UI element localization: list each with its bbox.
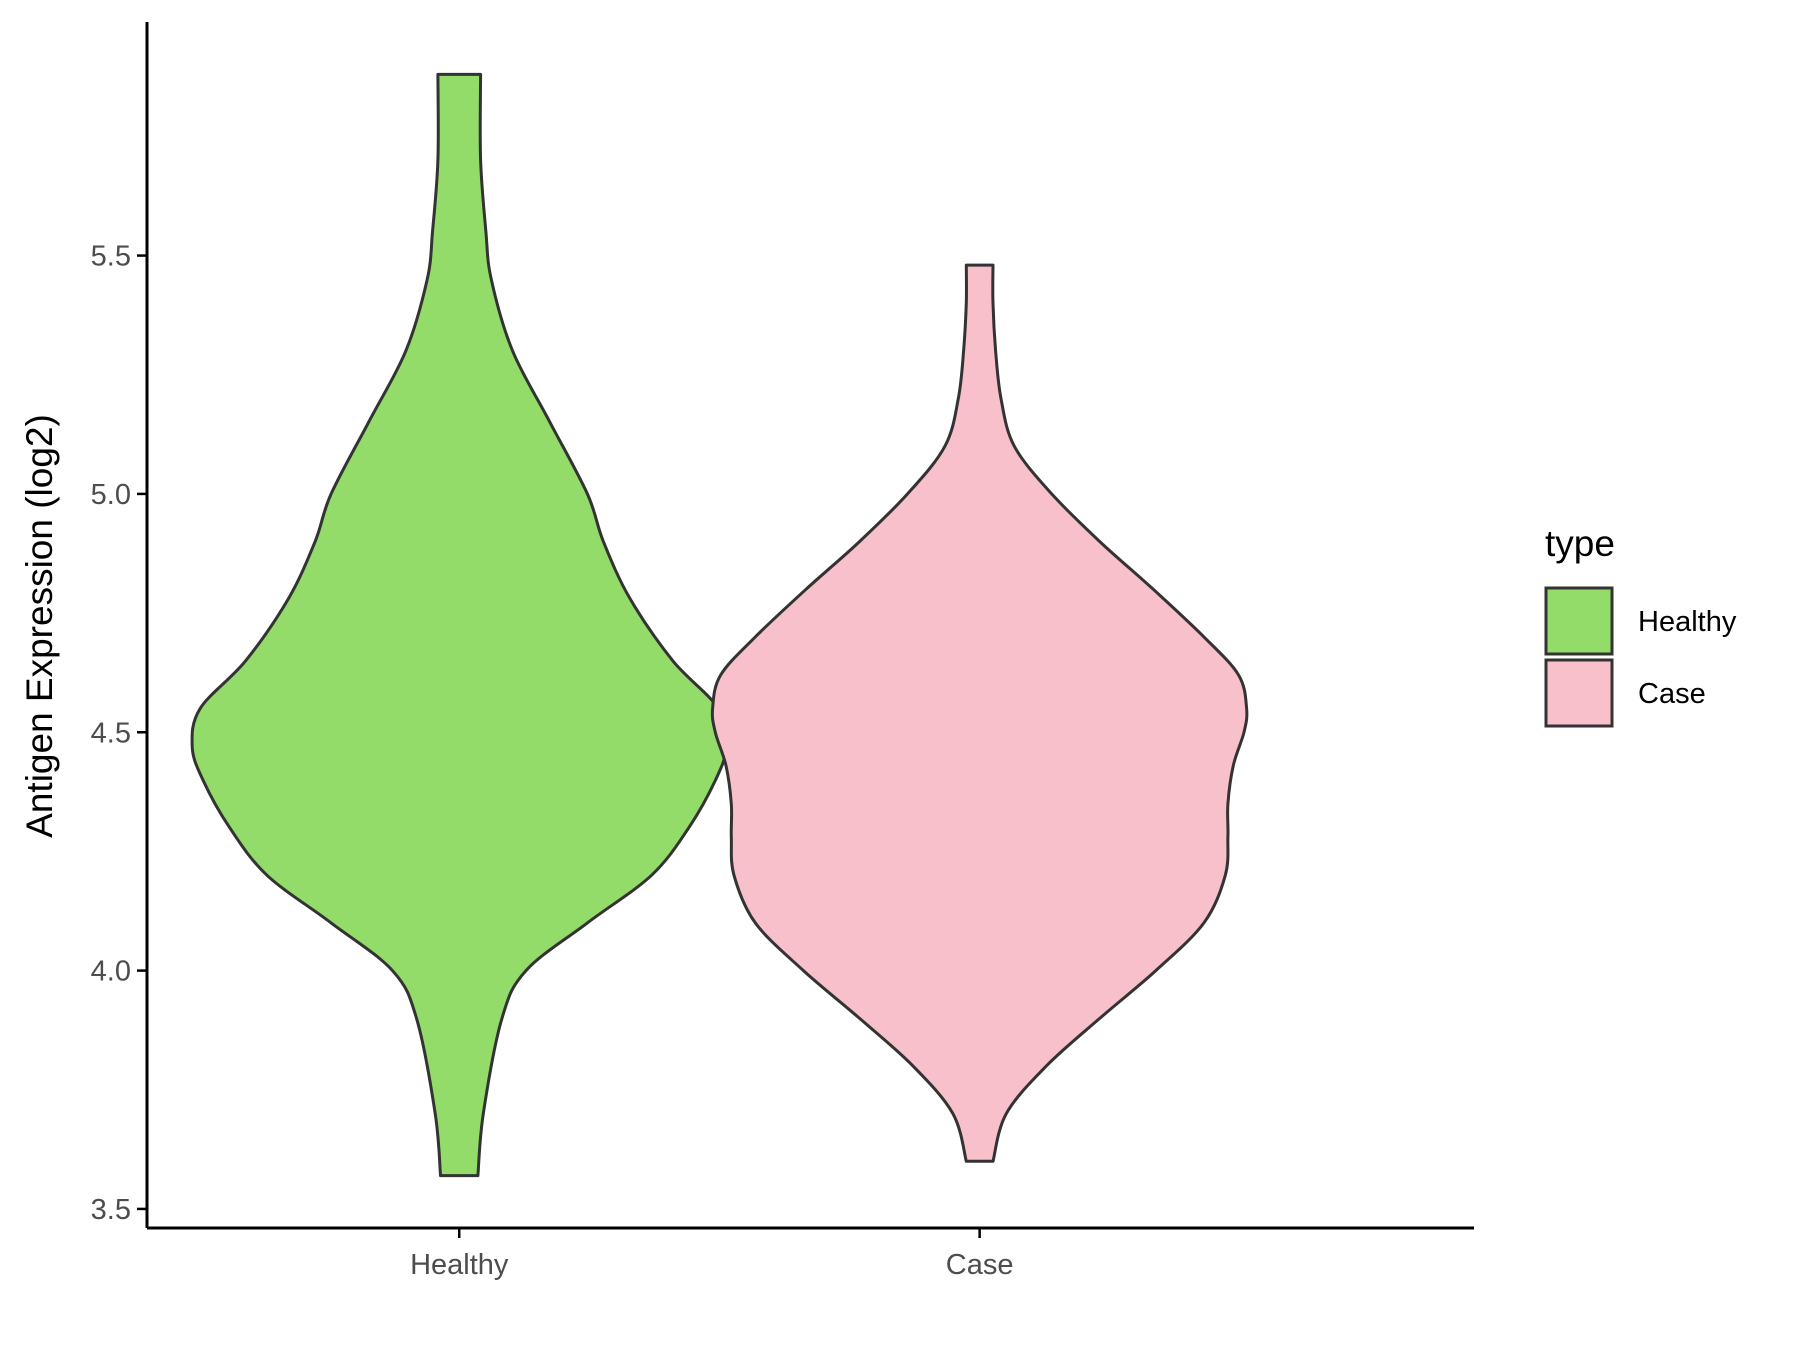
- legend-title: type: [1545, 523, 1615, 564]
- y-tick-label: 4.0: [91, 956, 131, 988]
- y-tick-label: 5.0: [91, 479, 131, 511]
- y-tick-label: 4.5: [91, 717, 131, 749]
- legend-swatch-case: [1544, 658, 1614, 728]
- y-axis-title: Antigen Expression (log2): [19, 414, 60, 838]
- legend: type Healthy Case: [1544, 523, 1737, 728]
- violin-layer: [190, 72, 1249, 1178]
- y-axis-ticks: 3.5 4.0 4.5 5.0 5.5: [91, 241, 147, 1226]
- legend-label-case: Case: [1638, 678, 1706, 710]
- violin-case: [710, 263, 1249, 1163]
- x-tick-label: Case: [946, 1249, 1014, 1281]
- legend-label-healthy: Healthy: [1638, 606, 1737, 638]
- x-axis-ticks: Healthy Case: [410, 1228, 1013, 1281]
- x-tick-label: Healthy: [410, 1249, 509, 1281]
- y-tick-label: 5.5: [91, 241, 131, 273]
- legend-swatch-healthy: [1544, 586, 1614, 656]
- violin-healthy: [190, 72, 728, 1178]
- y-tick-label: 3.5: [91, 1194, 131, 1226]
